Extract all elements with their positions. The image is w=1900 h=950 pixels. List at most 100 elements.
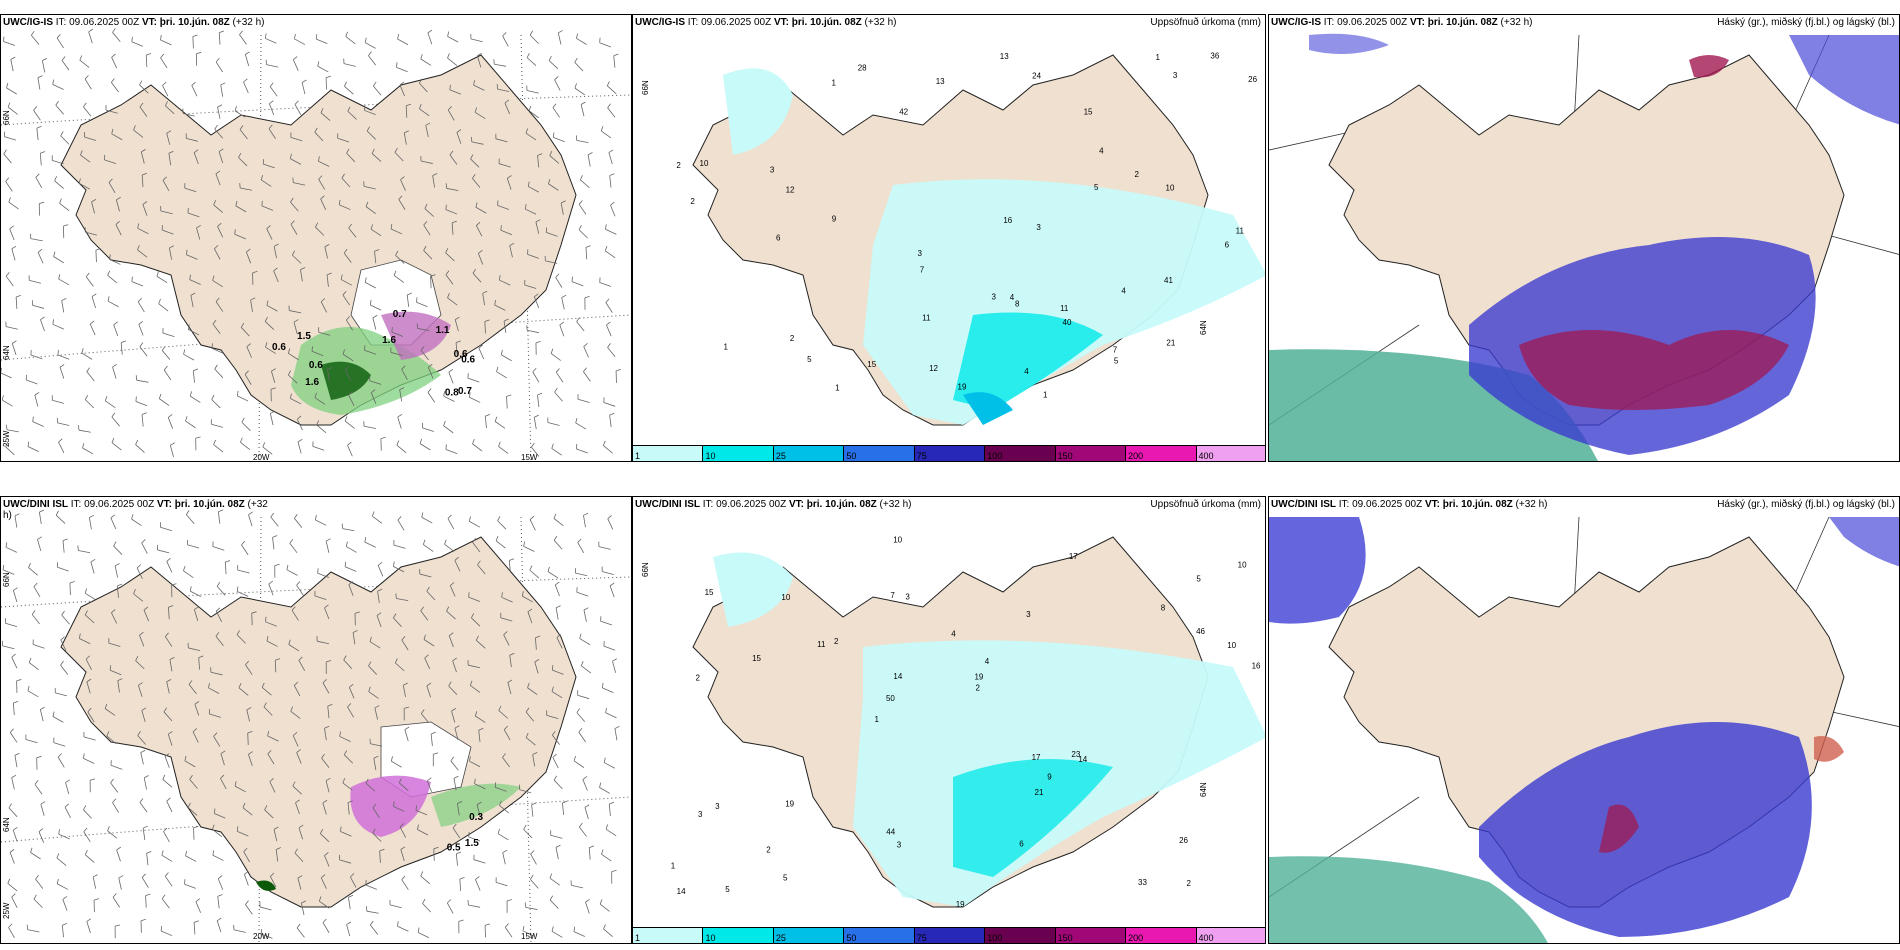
wind-barb [107,300,119,308]
wind-barb [83,736,96,741]
wind-barb-feather [135,655,139,661]
precip-value: 8 [1161,604,1166,613]
wind-barb-feather [605,224,607,230]
wind-barb [603,402,616,407]
wind-barb-feather [555,368,560,373]
wind-barb [400,849,405,862]
wind-barb [403,132,407,145]
wind-barb-feather [421,512,424,518]
wind-barb [578,229,588,239]
wind-barb [240,442,251,451]
wind-barb-feather [580,661,584,666]
wind-barb-feather [107,296,110,302]
wind-barb-feather [267,730,269,737]
wind-barb [373,85,382,96]
wind-barb-feather [269,82,274,87]
wind-barb [325,540,330,553]
wind-barb [244,374,252,385]
ne-blue-cloud [1789,35,1899,125]
panel-title: UWC/DINI ISL IT: 09.06.2025 00Z VT: þri.… [1271,499,1548,510]
wind-barb-feather [474,778,476,784]
wind-barb-feather [553,513,557,519]
wind-barb-feather [270,387,276,390]
wind-barb-feather [509,558,515,561]
wind-barb-feather [316,420,320,426]
wind-barb [553,779,563,790]
wind-barb [612,661,617,673]
wind-barb-feather [37,536,42,540]
wind-barb [370,743,383,747]
wind-barb-feather [144,775,149,779]
panel-title: UWC/IG-IS IT: 09.06.2025 00Z VT: þri. 10… [3,17,265,28]
wind-barb-feather [86,367,91,372]
wind-barb-feather [61,298,67,301]
wind-barb-feather [552,753,557,758]
wind-barb-feather [271,368,276,372]
wind-barb [602,571,614,576]
wind-barb-feather [121,340,126,344]
precip-value: 42 [899,107,908,116]
wind-barb [600,620,613,626]
precip-value: 3 [897,841,902,850]
wind-barb [5,546,18,553]
wind-barb [502,852,506,865]
wind-barb [212,546,225,551]
wind-barb [423,250,433,260]
wind-barb [142,828,146,841]
wind-barb [320,301,328,313]
wind-barb-feather [275,658,281,661]
wind-barb [162,332,175,338]
wind-barb [186,254,198,260]
wind-barb [11,343,17,356]
wind-barb-feather [609,412,615,416]
wind-barb [292,785,302,795]
wind-barb [473,84,485,91]
wind-barb-feather [555,844,561,848]
wind-barb [576,712,586,722]
wind-barb [158,303,169,312]
wind-barb-feather [475,202,478,208]
wind-barb [497,520,507,530]
wind-barb [292,59,299,71]
wind-barb-feather [297,875,303,879]
colorbar-swatch [773,928,845,943]
wind-barb [214,813,226,819]
wind-barb-feather [548,178,551,184]
wind-value-label: 0.6 [272,342,286,353]
precip-value: 15 [752,654,761,663]
wind-barb [523,829,533,839]
precip-value: 12 [929,364,938,373]
wind-barb-feather [225,560,231,563]
wind-barb-feather [423,221,428,226]
wind-barb [529,34,539,44]
wind-barb [138,324,144,336]
wind-barb [507,682,512,695]
wind-barb-feather [324,604,329,609]
wind-barb-feather [40,316,45,321]
wind-barb-feather [342,349,345,355]
colorbar-tick-label: 150 [1057,451,1073,461]
wind-barb-feather [161,346,166,351]
wind-barb-feather [424,654,429,659]
wind-barb-feather [104,703,108,709]
wind-barb [426,780,432,793]
precip-value: 19 [785,799,794,808]
cloud-map [1269,33,1899,461]
colorbar-swatch [1126,446,1197,461]
wind-barb [289,543,298,554]
precip-value: 15 [705,588,714,597]
wind-barb-feather [583,607,589,611]
wind-barb-feather [371,511,375,517]
wind-barb [35,177,43,188]
wind-value-label: 0.7 [393,309,407,320]
wind-barb-feather [217,104,223,108]
wind-barb [472,272,482,283]
wind-barb-feather [158,393,162,399]
wind-barb-feather [495,535,499,541]
lat-label-66: 66N [641,80,650,95]
wind-barb [344,369,352,381]
wind-barb-feather [35,173,40,178]
precip-value: 26 [1179,836,1188,845]
wind-barb [529,519,536,531]
wind-barb-feather [503,725,508,730]
